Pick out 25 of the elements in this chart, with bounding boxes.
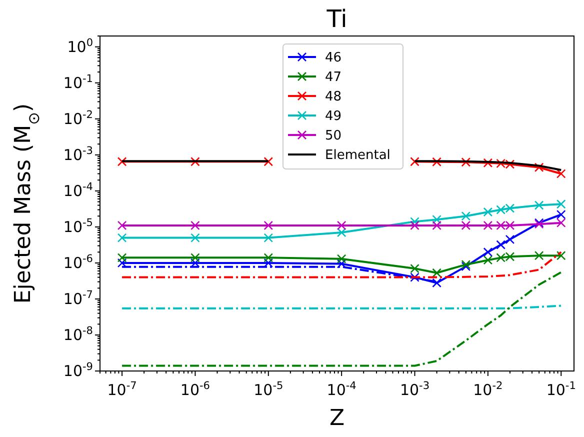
legend-label: 49 [325, 109, 342, 124]
y-tick-label: 10$^{-1}$ [63, 72, 93, 92]
legend-label: 48 [325, 90, 342, 104]
x-tick-label: 10$^{-7}$ [107, 380, 137, 399]
y-tick-label: 10$^{-2}$ [63, 108, 93, 128]
legend-label: 47 [325, 70, 342, 85]
y-tick-label: 10$^{-7}$ [63, 288, 93, 308]
x-tick-label: 10$^{-2}$ [473, 380, 503, 399]
y-tick-label: 10$^{-6}$ [63, 252, 94, 272]
y-tick-label: 10$^{-3}$ [63, 144, 93, 164]
legend-label: 50 [325, 128, 342, 144]
y-tick-label: 10$^{-4}$ [63, 180, 94, 200]
y-tick-label: 10$^{-8}$ [63, 324, 93, 344]
x-tick-label: 10$^{-5}$ [254, 380, 284, 399]
y-tick-label: 10$^{-5}$ [63, 216, 93, 236]
x-axis-title: Z [329, 406, 345, 431]
x-tick-label: 10$^{-6}$ [180, 380, 210, 399]
y-tick-label: 10$^{-9}$ [63, 361, 93, 380]
legend-label: 46 [325, 50, 342, 66]
y-tick-label: 10$^{0}$ [67, 36, 93, 56]
legend-label: Elemental [325, 148, 390, 163]
x-tick-label: 10$^{-4}$ [326, 380, 357, 399]
x-tick-label: 10$^{-3}$ [400, 380, 430, 399]
chart-title: Ti [326, 5, 348, 33]
x-tick-label: 10$^{-1}$ [546, 380, 576, 399]
